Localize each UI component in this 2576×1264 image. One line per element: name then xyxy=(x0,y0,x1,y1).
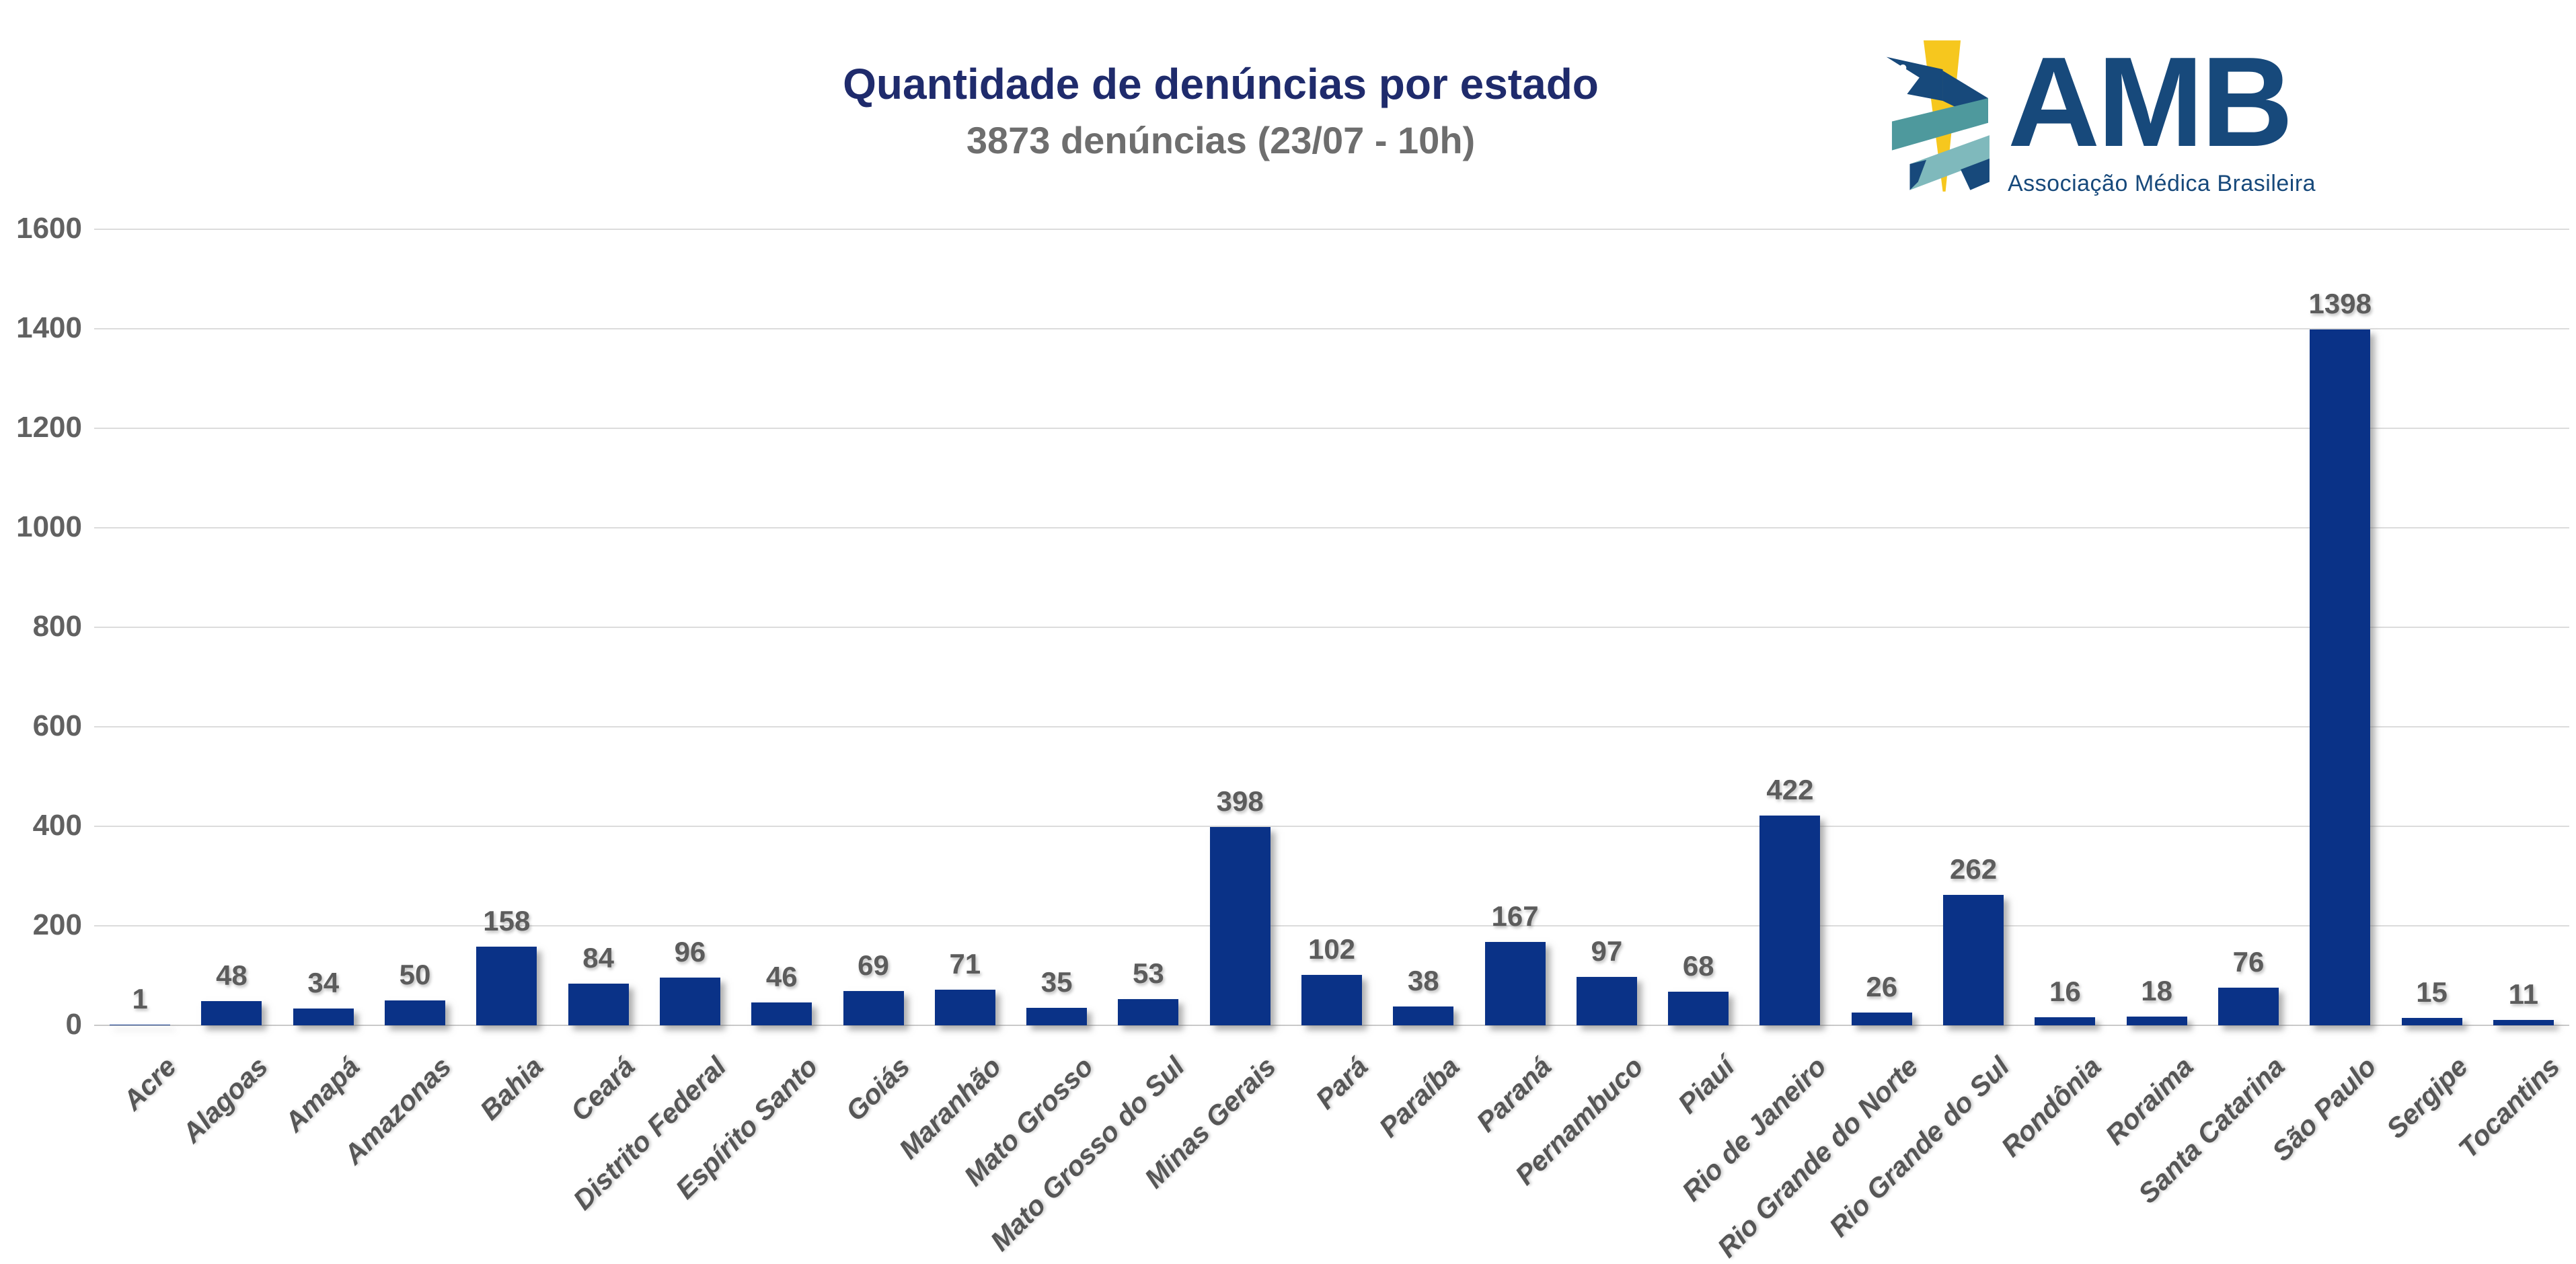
bar-value-label: 71 xyxy=(949,948,981,980)
x-axis-label: Pará xyxy=(1310,1051,1374,1115)
bar xyxy=(1668,992,1729,1025)
x-axis-label: Paraná xyxy=(1470,1051,1558,1138)
gridline xyxy=(94,627,2569,628)
chart-title: Quantidade de denúncias por estado xyxy=(843,60,1599,108)
x-axis-label: Ceará xyxy=(564,1051,641,1128)
bar-value-label: 76 xyxy=(2232,946,2265,978)
bar-value-label: 1 xyxy=(132,983,148,1015)
bar xyxy=(568,984,629,1025)
bar-value-label: 84 xyxy=(582,942,614,974)
bar xyxy=(1759,816,1821,1025)
bar-value-label: 38 xyxy=(1407,965,1439,996)
gridline xyxy=(94,726,2569,727)
gridline xyxy=(94,826,2569,827)
bar-value-label: 46 xyxy=(765,961,798,992)
amb-logo-tagline: Associação Médica Brasileira xyxy=(2008,171,2316,196)
y-axis-tick-label: 1400 xyxy=(16,311,82,344)
x-axis-label: Acre xyxy=(116,1051,182,1116)
y-axis-tick-label: 1000 xyxy=(16,510,82,543)
y-axis-tick-label: 0 xyxy=(65,1008,82,1041)
bar-value-label: 158 xyxy=(483,905,531,937)
bar-value-label: 398 xyxy=(1216,785,1264,817)
bar-value-label: 53 xyxy=(1133,957,1164,989)
bar-value-label: 102 xyxy=(1308,933,1356,965)
bar xyxy=(1209,827,1271,1025)
bar-value-label: 422 xyxy=(1766,774,1814,805)
x-axis-label: Paraíba xyxy=(1373,1051,1466,1144)
bar-value-label: 167 xyxy=(1491,900,1539,932)
gridline xyxy=(94,328,2569,329)
y-axis-tick-label: 1600 xyxy=(16,212,82,245)
x-axis-label: Distrito Federal xyxy=(567,1051,732,1216)
amb-logo-text: AMB xyxy=(2008,31,2294,173)
gridline xyxy=(94,1025,2569,1026)
bar xyxy=(934,990,995,1025)
gridline xyxy=(94,428,2569,429)
bar xyxy=(293,1009,354,1025)
bar-value-label: 97 xyxy=(1591,935,1623,967)
bar xyxy=(2126,1017,2187,1025)
y-axis-tick-label: 600 xyxy=(32,709,82,742)
bar xyxy=(1943,895,2004,1025)
y-axis-tick-label: 1200 xyxy=(16,411,82,444)
bar xyxy=(659,978,720,1025)
caduceus-icon xyxy=(1886,40,1990,192)
bar-value-label: 16 xyxy=(2049,976,2081,1007)
gridline xyxy=(94,229,2569,230)
bar-value-label: 1398 xyxy=(2308,288,2372,319)
y-axis-tick-label: 400 xyxy=(32,809,82,842)
bar xyxy=(2401,1018,2462,1025)
bar xyxy=(201,1001,262,1025)
x-axis-label: Rondônia xyxy=(1995,1051,2107,1163)
bar-value-label: 26 xyxy=(1866,971,1898,1002)
bar-value-label: 18 xyxy=(2141,975,2173,1006)
bar-value-label: 262 xyxy=(1950,853,1998,885)
y-axis-tick-label: 800 xyxy=(32,610,82,643)
chart-header: Quantidade de denúncias por estado 3873 … xyxy=(843,59,1599,162)
bar-value-label: 48 xyxy=(216,959,248,991)
amb-logo: AMB Associação Médica Brasileira xyxy=(1883,35,2316,197)
bar-value-label: 68 xyxy=(1682,950,1714,982)
bar-value-label: 11 xyxy=(2508,978,2539,1010)
bar xyxy=(2310,329,2371,1025)
x-axis-label: Piauí xyxy=(1671,1051,1741,1119)
bar xyxy=(385,1000,446,1025)
gridline xyxy=(94,527,2569,528)
x-axis-label: Goiás xyxy=(839,1051,916,1128)
bar xyxy=(1118,999,1179,1025)
x-axis-label: Rio Grande do Sul xyxy=(1823,1051,2016,1243)
bar-value-label: 50 xyxy=(399,959,431,990)
bar xyxy=(2493,1020,2554,1025)
bar xyxy=(1851,1013,1912,1025)
x-axis-label: Amapá xyxy=(278,1051,366,1138)
x-axis-label: Sergipe xyxy=(2380,1051,2474,1144)
bar xyxy=(1393,1006,1454,1025)
x-axis-label: Alagoas xyxy=(176,1051,274,1149)
bar xyxy=(2218,988,2279,1025)
y-axis-tick-label: 200 xyxy=(32,908,82,941)
bar xyxy=(1301,975,1362,1025)
bar-value-label: 69 xyxy=(858,949,889,981)
bar xyxy=(476,947,537,1025)
bar xyxy=(1576,977,1637,1025)
gridline xyxy=(94,925,2569,926)
bar-value-label: 96 xyxy=(674,936,706,967)
x-axis-label: Bahia xyxy=(473,1051,549,1126)
bar-value-label: 15 xyxy=(2416,976,2448,1008)
bar-value-label: 34 xyxy=(307,967,340,998)
bar xyxy=(843,991,904,1025)
bar xyxy=(2035,1017,2096,1025)
amb-logo-textblock: AMB Associação Médica Brasileira xyxy=(2008,35,2316,197)
chart-subtitle: 3873 denúncias (23/07 - 10h) xyxy=(966,119,1476,161)
bar xyxy=(751,1002,812,1025)
bar xyxy=(1484,942,1546,1025)
bar-value-label: 35 xyxy=(1040,966,1073,998)
bar xyxy=(1026,1008,1088,1025)
